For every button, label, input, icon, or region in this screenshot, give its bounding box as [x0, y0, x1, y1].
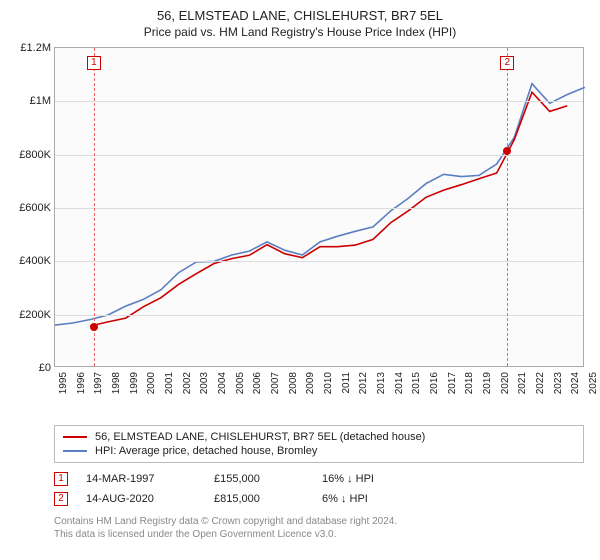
x-axis-label: 2024 — [570, 372, 581, 394]
sale-delta: 6% ↓ HPI — [322, 493, 368, 505]
sale-date: 14-MAR-1997 — [86, 473, 196, 485]
chart-area: £0£200K£400K£600K£800K£1M£1.2M1995199619… — [12, 47, 588, 407]
x-axis-label: 2008 — [288, 372, 299, 394]
sale-delta: 16% ↓ HPI — [322, 473, 374, 485]
sale-row: 1 14-MAR-1997 £155,000 16% ↓ HPI — [54, 469, 584, 489]
footer-line: This data is licensed under the Open Gov… — [54, 528, 588, 541]
sale-row: 2 14-AUG-2020 £815,000 6% ↓ HPI — [54, 489, 584, 509]
sale-marker-1: 1 — [54, 472, 68, 486]
legend-label: HPI: Average price, detached house, Brom… — [95, 445, 317, 457]
footer: Contains HM Land Registry data © Crown c… — [54, 515, 588, 541]
sale-date: 14-AUG-2020 — [86, 493, 196, 505]
sales-table: 1 14-MAR-1997 £155,000 16% ↓ HPI 2 14-AU… — [54, 469, 584, 509]
x-axis-label: 2005 — [235, 372, 246, 394]
x-axis-label: 2018 — [464, 372, 475, 394]
x-axis-label: 2011 — [341, 372, 352, 394]
legend-label: 56, ELMSTEAD LANE, CHISLEHURST, BR7 5EL … — [95, 431, 425, 443]
x-axis-label: 2014 — [394, 372, 405, 394]
y-axis-label: £200K — [19, 309, 51, 321]
x-axis-label: 2010 — [323, 372, 334, 394]
x-axis-label: 2019 — [482, 372, 493, 394]
y-axis-label: £400K — [19, 255, 51, 267]
x-axis-label: 2022 — [535, 372, 546, 394]
x-axis-label: 2001 — [164, 372, 175, 394]
x-axis-label: 1998 — [111, 372, 122, 394]
x-axis-label: 1996 — [76, 372, 87, 394]
y-axis-label: £600K — [19, 202, 51, 214]
chart-marker-1: 1 — [87, 56, 101, 70]
x-axis-label: 1995 — [58, 372, 69, 394]
x-axis-label: 2002 — [182, 372, 193, 394]
sale-dot — [503, 147, 511, 155]
x-axis-label: 2021 — [517, 372, 528, 394]
x-axis-label: 1999 — [129, 372, 140, 394]
x-axis-label: 1997 — [93, 372, 104, 394]
x-axis-label: 2023 — [553, 372, 564, 394]
y-axis-label: £0 — [39, 362, 51, 374]
legend: 56, ELMSTEAD LANE, CHISLEHURST, BR7 5EL … — [54, 425, 584, 463]
x-axis-label: 2025 — [588, 372, 599, 394]
legend-row-hpi: HPI: Average price, detached house, Brom… — [63, 444, 575, 458]
y-axis-label: £1.2M — [20, 42, 51, 54]
y-axis-label: £800K — [19, 149, 51, 161]
x-axis-label: 2015 — [411, 372, 422, 394]
page-title: 56, ELMSTEAD LANE, CHISLEHURST, BR7 5EL — [12, 8, 588, 23]
legend-row-price: 56, ELMSTEAD LANE, CHISLEHURST, BR7 5EL … — [63, 430, 575, 444]
series-hpi — [55, 84, 585, 325]
x-axis-label: 2012 — [358, 372, 369, 394]
plot: £0£200K£400K£600K£800K£1M£1.2M1995199619… — [54, 47, 584, 367]
x-axis-label: 2006 — [252, 372, 263, 394]
x-axis-label: 2000 — [146, 372, 157, 394]
series-price_paid — [90, 92, 567, 326]
x-axis-label: 2003 — [199, 372, 210, 394]
x-axis-label: 2020 — [500, 372, 511, 394]
sale-price: £815,000 — [214, 493, 304, 505]
legend-swatch-hpi — [63, 450, 87, 452]
sale-marker-2: 2 — [54, 492, 68, 506]
page-subtitle: Price paid vs. HM Land Registry's House … — [12, 25, 588, 39]
sale-price: £155,000 — [214, 473, 304, 485]
x-axis-label: 2004 — [217, 372, 228, 394]
x-axis-label: 2013 — [376, 372, 387, 394]
footer-line: Contains HM Land Registry data © Crown c… — [54, 515, 588, 528]
x-axis-label: 2017 — [447, 372, 458, 394]
x-axis-label: 2007 — [270, 372, 281, 394]
chart-marker-2: 2 — [500, 56, 514, 70]
y-axis-label: £1M — [30, 95, 51, 107]
legend-swatch-price — [63, 436, 87, 438]
x-axis-label: 2016 — [429, 372, 440, 394]
x-axis-label: 2009 — [305, 372, 316, 394]
sale-dot — [90, 323, 98, 331]
